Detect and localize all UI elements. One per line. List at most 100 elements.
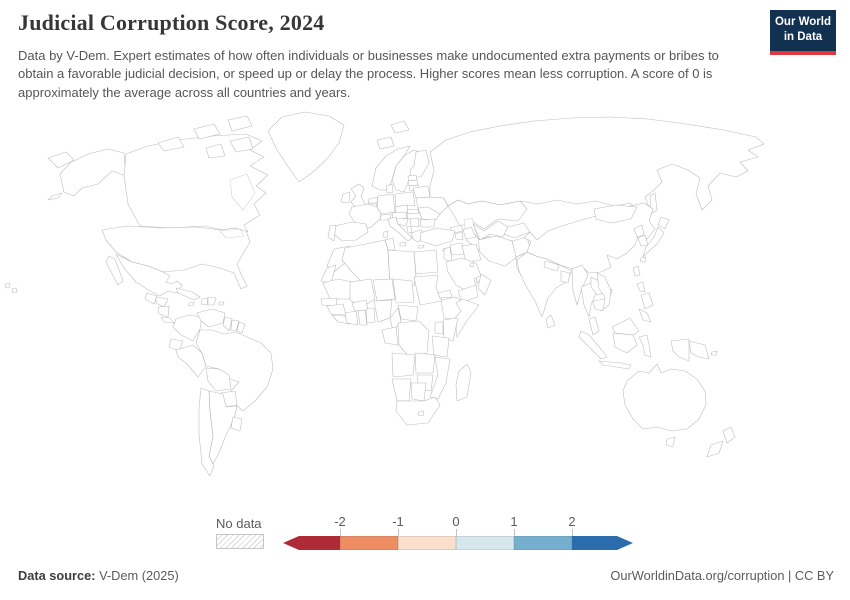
country-bulgaria[interactable] <box>419 218 436 228</box>
country-serbia[interactable] <box>409 217 420 228</box>
legend-bin-dark_blue[interactable] <box>572 536 633 550</box>
country-indonesia-papua[interactable] <box>670 338 690 362</box>
country-japan-honshu[interactable] <box>642 226 665 258</box>
country-guinea[interactable] <box>326 303 347 316</box>
legend-bin-mid_blue[interactable] <box>514 536 572 550</box>
country-french-guiana[interactable] <box>236 321 246 334</box>
country-italy-sardinia[interactable] <box>382 230 389 239</box>
country-mali[interactable] <box>349 278 376 308</box>
country-sri-lanka[interactable] <box>545 314 556 329</box>
country-nepal[interactable] <box>543 260 560 272</box>
country-egypt[interactable] <box>413 249 439 275</box>
country-north-korea[interactable] <box>633 224 645 238</box>
country-colombia[interactable] <box>172 314 203 342</box>
country-kazakhstan[interactable] <box>447 199 528 230</box>
country-chile[interactable] <box>198 387 215 477</box>
owid-logo[interactable]: Our World in Data <box>770 10 836 55</box>
country-mozambique[interactable] <box>429 356 451 400</box>
country-japan-hokkaido[interactable] <box>657 216 670 230</box>
country-suriname[interactable] <box>230 319 240 332</box>
country-romania[interactable] <box>417 206 441 221</box>
country-new-zealand-south[interactable] <box>706 440 724 458</box>
legend-bin-dark_red[interactable] <box>283 536 340 550</box>
country-cote-divoire[interactable] <box>344 310 359 326</box>
country-portugal[interactable] <box>327 224 337 242</box>
country-dr-congo[interactable] <box>397 320 430 358</box>
country-tanzania[interactable] <box>431 335 450 358</box>
country-botswana[interactable] <box>410 382 427 402</box>
no-data-hatch-swatch[interactable] <box>216 534 264 549</box>
country-papua-new-guinea[interactable] <box>688 340 710 360</box>
country-denmark[interactable] <box>385 183 394 194</box>
country-syria[interactable] <box>449 242 465 256</box>
legend-no-data[interactable]: No data <box>216 516 264 549</box>
country-cameroon[interactable] <box>389 307 402 332</box>
country-oman[interactable] <box>477 273 492 296</box>
country-iceland[interactable] <box>376 136 395 150</box>
country-croatia[interactable] <box>395 217 409 227</box>
country-canada-arctic-3[interactable] <box>227 115 253 132</box>
country-philippines-visayas[interactable] <box>640 292 654 310</box>
country-spain[interactable] <box>333 221 369 242</box>
country-namibia[interactable] <box>391 378 412 402</box>
country-honduras[interactable] <box>155 296 169 308</box>
country-angola[interactable] <box>391 352 416 378</box>
country-malaysia-borneo[interactable] <box>611 317 640 336</box>
country-australia-tasmania[interactable] <box>665 436 676 448</box>
country-philippines-luzon[interactable] <box>636 281 646 293</box>
legend-bin-orange[interactable] <box>340 536 398 550</box>
country-uruguay[interactable] <box>230 416 243 432</box>
country-sweden[interactable] <box>391 149 421 193</box>
country-nigeria[interactable] <box>373 299 393 323</box>
country-canada-arctic-1[interactable] <box>157 136 185 152</box>
country-benin[interactable] <box>365 307 376 324</box>
country-south-africa[interactable] <box>395 396 441 426</box>
country-cambodia[interactable] <box>592 298 606 312</box>
country-germany[interactable] <box>376 193 396 215</box>
country-iraq[interactable] <box>461 243 482 263</box>
country-russia[interactable] <box>429 116 765 212</box>
country-albania[interactable] <box>406 225 413 234</box>
country-russia-chukotka[interactable] <box>47 151 75 169</box>
country-indonesia-kalimantan[interactable] <box>612 332 638 354</box>
country-taiwan[interactable] <box>632 265 641 277</box>
country-dominican-republic[interactable] <box>207 296 217 306</box>
country-jamaica[interactable] <box>187 301 195 307</box>
country-france[interactable] <box>348 203 382 229</box>
country-united-states-aleutians[interactable] <box>47 192 63 201</box>
country-netherlands[interactable] <box>367 196 379 204</box>
country-mexico-baja[interactable] <box>105 255 124 286</box>
country-turkey[interactable] <box>419 227 456 247</box>
country-guatemala[interactable] <box>144 292 158 305</box>
country-japan-kyushu[interactable] <box>639 256 647 263</box>
country-philippines-mindanao[interactable] <box>638 308 652 323</box>
country-ghana[interactable] <box>357 309 368 326</box>
country-uganda[interactable] <box>434 321 444 335</box>
country-mauritania[interactable] <box>322 278 353 300</box>
country-papua-new-guinea-newbritain[interactable] <box>710 350 718 356</box>
country-indonesia-java[interactable] <box>598 360 632 370</box>
country-kyrgyzstan[interactable] <box>503 222 531 239</box>
country-kuwait[interactable] <box>469 262 475 268</box>
country-belarus[interactable] <box>412 185 431 199</box>
country-peru[interactable] <box>175 344 207 378</box>
country-niger[interactable] <box>372 278 396 302</box>
legend-bin-light_blue[interactable] <box>456 536 514 550</box>
country-canada-arctic-4[interactable] <box>229 136 254 153</box>
country-hungary[interactable] <box>406 212 423 220</box>
country-sudan[interactable] <box>413 274 443 306</box>
country-bolivia[interactable] <box>205 367 232 392</box>
country-puerto-rico[interactable] <box>218 301 225 306</box>
country-brazil[interactable] <box>195 329 274 412</box>
country-ireland[interactable] <box>340 191 351 204</box>
country-kenya[interactable] <box>442 317 459 342</box>
country-sierra-leone[interactable] <box>331 314 351 325</box>
country-canada-arctic-2[interactable] <box>193 123 221 140</box>
country-indonesia-sulawesi[interactable] <box>638 334 652 358</box>
country-indonesia-sumatra[interactable] <box>578 330 608 360</box>
country-italy-sicily[interactable] <box>399 241 407 247</box>
country-mexico[interactable] <box>115 253 183 297</box>
country-cuba[interactable] <box>175 287 201 301</box>
country-poland[interactable] <box>394 191 416 208</box>
country-venezuela[interactable] <box>196 308 226 328</box>
